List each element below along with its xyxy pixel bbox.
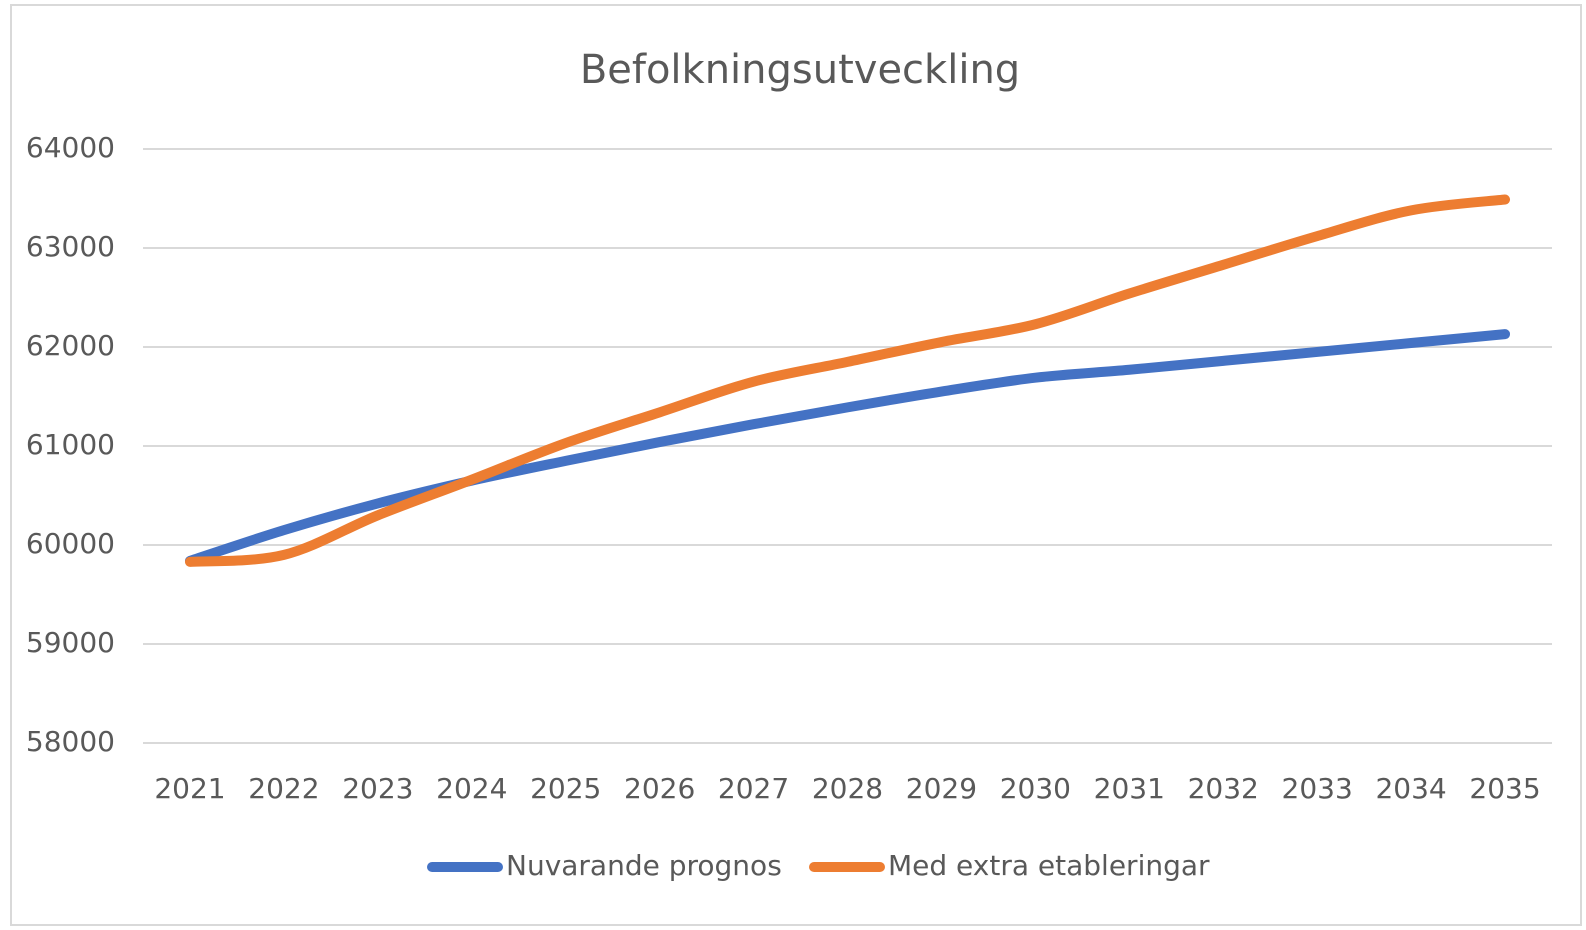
y-tick-label: 63000 xyxy=(26,230,115,263)
x-tick-label: 2021 xyxy=(154,772,225,805)
x-tick-label: 2031 xyxy=(1094,772,1165,805)
x-tick-label: 2030 xyxy=(1000,772,1071,805)
x-tick-label: 2033 xyxy=(1282,772,1353,805)
y-tick-label: 58000 xyxy=(26,725,115,758)
x-tick-label: 2025 xyxy=(530,772,601,805)
x-tick-label: 2029 xyxy=(906,772,977,805)
x-tick-label: 2035 xyxy=(1469,772,1540,805)
x-tick-label: 2027 xyxy=(718,772,789,805)
legend-label: Med extra etableringar xyxy=(888,849,1210,882)
y-tick-label: 61000 xyxy=(26,428,115,461)
chart-title: Befolkningsutveckling xyxy=(580,47,1020,93)
x-tick-label: 2026 xyxy=(624,772,695,805)
x-tick-label: 2024 xyxy=(436,772,507,805)
legend-label: Nuvarande prognos xyxy=(506,849,782,882)
y-tick-label: 59000 xyxy=(26,626,115,659)
y-tick-label: 60000 xyxy=(26,527,115,560)
series-line xyxy=(184,329,1511,566)
y-tick-label: 62000 xyxy=(26,329,115,362)
x-tick-label: 2022 xyxy=(248,772,319,805)
chart-border xyxy=(10,4,1582,926)
x-tick-label: 2034 xyxy=(1375,772,1446,805)
x-tick-label: 2028 xyxy=(812,772,883,805)
x-tick-label: 2032 xyxy=(1188,772,1259,805)
x-tick-label: 2023 xyxy=(342,772,413,805)
y-tick-label: 64000 xyxy=(26,131,115,164)
series-line xyxy=(184,194,1511,567)
